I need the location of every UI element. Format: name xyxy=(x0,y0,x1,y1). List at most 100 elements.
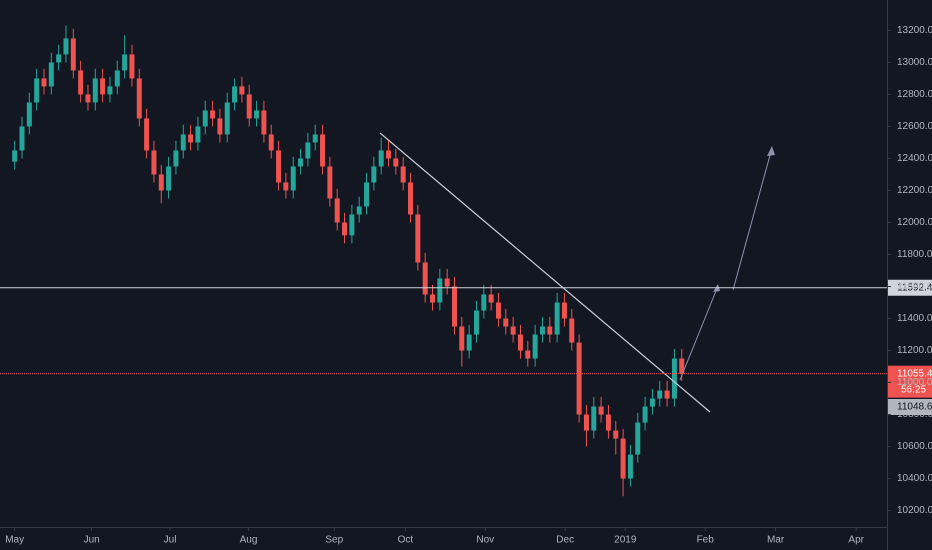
candle-body xyxy=(495,302,501,319)
candle-body xyxy=(41,78,47,87)
candle-body xyxy=(100,78,106,95)
y-tick-label: 11200.0 xyxy=(897,345,932,356)
candle-body xyxy=(364,182,370,207)
candle-body xyxy=(158,174,164,191)
candle-body xyxy=(217,118,223,135)
x-tick-label: Jul xyxy=(164,535,177,546)
candle-body xyxy=(430,294,436,303)
candle-body xyxy=(232,86,238,103)
price-label-box xyxy=(888,365,932,382)
candle-body xyxy=(503,318,509,327)
candle-body xyxy=(466,334,472,351)
overlay: 11592.4 11055.4 56:25 11048.6 xyxy=(0,279,932,415)
y-tick-label: 11800.0 xyxy=(897,249,932,260)
y-tick-label: 10400.0 xyxy=(897,473,932,484)
candle-body xyxy=(12,150,18,162)
candle-body xyxy=(122,54,128,71)
candle-body xyxy=(188,134,194,143)
candle-body xyxy=(283,182,289,191)
candle-body xyxy=(583,414,589,431)
candle-body xyxy=(635,422,641,455)
candle-body xyxy=(224,102,230,135)
candle-body xyxy=(276,150,282,183)
candle-body xyxy=(539,326,545,335)
candle-body xyxy=(525,350,531,359)
x-tick-label: Feb xyxy=(697,535,715,546)
candle-body xyxy=(342,222,348,236)
x-tick-label: Nov xyxy=(476,535,494,546)
candle-body xyxy=(26,102,32,127)
trend-line xyxy=(379,132,711,413)
candle-body xyxy=(349,214,355,236)
candle-body xyxy=(195,126,201,143)
candle-body xyxy=(386,150,392,159)
candle-body xyxy=(254,110,260,119)
price-label-box xyxy=(888,279,932,296)
price-label: 11592.4 xyxy=(897,282,932,293)
candle-body xyxy=(327,166,333,199)
candle-body xyxy=(378,150,384,167)
y-tick-label: 12800.0 xyxy=(897,89,932,100)
countdown: 56:25 xyxy=(901,384,926,395)
candle-body xyxy=(473,310,479,335)
candle-body xyxy=(129,54,135,79)
y-tick-label: 11000.0 xyxy=(897,377,932,388)
candle-body xyxy=(679,358,685,374)
candle-body xyxy=(114,70,120,87)
candle-body xyxy=(305,142,311,159)
y-tick-label: 11400.0 xyxy=(897,313,932,324)
candle-body xyxy=(320,134,326,167)
x-tick-label: Sep xyxy=(325,535,343,546)
candle-body xyxy=(591,406,597,431)
y-tick-label: 12600.0 xyxy=(897,121,932,132)
candle-body xyxy=(671,358,677,399)
x-tick-label: 2019 xyxy=(614,535,637,546)
candle-body xyxy=(459,326,465,351)
candle-body xyxy=(371,166,377,183)
candle-body xyxy=(56,54,62,63)
candle-body xyxy=(92,78,98,103)
candle-body xyxy=(85,94,91,103)
bid-label-box xyxy=(888,399,932,415)
x-tick-label: Dec xyxy=(556,535,574,546)
y-tick-label: 11600.0 xyxy=(897,281,932,292)
candle-body xyxy=(400,166,406,183)
candle-body xyxy=(144,118,150,151)
y-tick-label: 12400.0 xyxy=(897,153,932,164)
candle-body xyxy=(63,38,69,55)
candle-body xyxy=(620,438,626,479)
y-tick-label: 13200.0 xyxy=(897,25,932,36)
candle-body xyxy=(444,278,450,287)
arrow-path xyxy=(679,285,719,381)
candle-body xyxy=(166,166,172,191)
candle-body xyxy=(261,110,267,135)
candle-body xyxy=(415,214,421,263)
candle-body xyxy=(547,326,553,335)
candle-body xyxy=(510,326,516,335)
candle-body xyxy=(136,78,142,119)
candle-body xyxy=(393,158,399,167)
candle-body xyxy=(268,134,274,151)
candle-body xyxy=(107,86,113,95)
candle-body xyxy=(151,150,157,175)
candle-body xyxy=(554,302,560,335)
candle-body xyxy=(437,278,443,303)
x-tick-label: Mar xyxy=(767,535,785,546)
candle-body xyxy=(576,342,582,415)
candle-body xyxy=(627,454,633,479)
x-tick-label: May xyxy=(5,535,24,546)
candle-body xyxy=(19,126,25,151)
x-tick-label: Apr xyxy=(848,535,864,546)
candle-body xyxy=(78,70,84,95)
candle-body xyxy=(657,390,663,399)
candle-body xyxy=(598,406,604,415)
candle-body xyxy=(664,390,670,399)
y-tick-label: 12200.0 xyxy=(897,185,932,196)
candle-body xyxy=(422,262,428,295)
candle-body xyxy=(173,150,179,167)
arrow-head xyxy=(767,146,775,156)
candle-body xyxy=(613,430,619,439)
candle-body xyxy=(488,294,494,303)
x-tick-label: Oct xyxy=(398,535,414,546)
